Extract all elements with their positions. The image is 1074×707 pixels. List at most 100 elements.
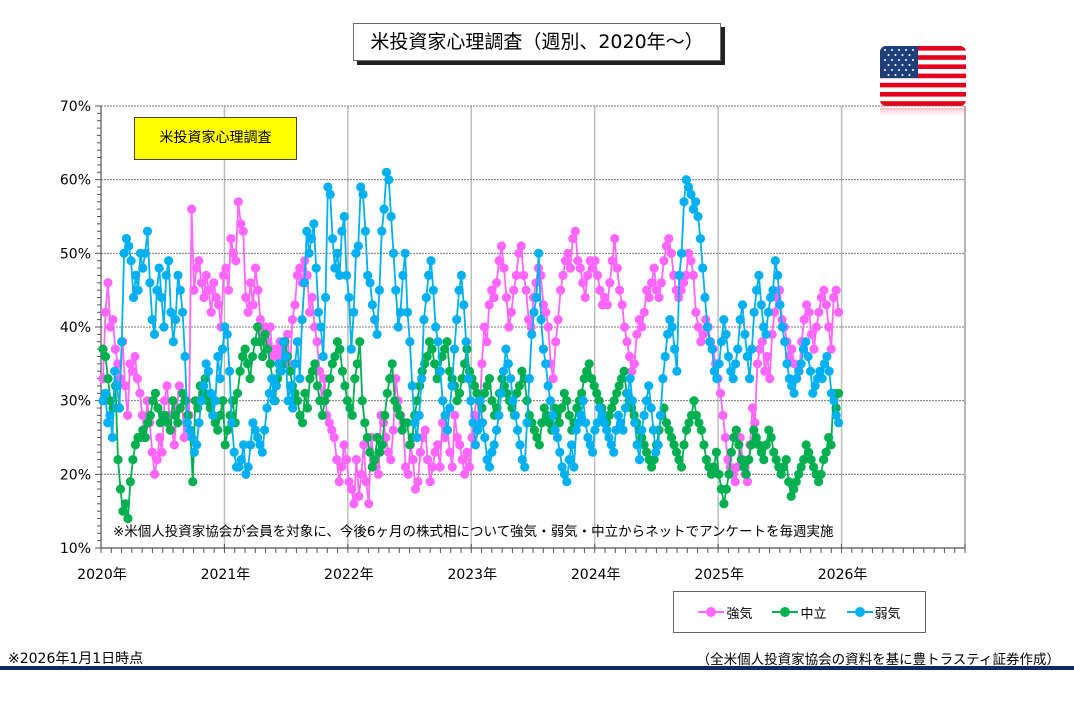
data-point-bullish <box>666 248 676 258</box>
data-point-bullish <box>637 322 647 332</box>
data-point-bearish <box>541 359 551 369</box>
data-point-neutral <box>539 403 549 413</box>
data-point-neutral <box>796 462 806 472</box>
data-point-bearish <box>140 248 150 258</box>
chart-legend: 強気 中立 弱気 <box>673 591 926 633</box>
data-point-bearish <box>124 241 134 251</box>
data-point-neutral <box>691 410 702 420</box>
data-point-bearish <box>775 300 785 310</box>
data-point-neutral <box>345 403 355 413</box>
data-point-bullish <box>465 462 475 472</box>
data-point-bearish <box>426 256 436 266</box>
data-point-bullish <box>479 322 489 332</box>
data-point-bullish <box>349 499 359 509</box>
data-point-bearish <box>171 315 181 325</box>
data-point-bullish <box>654 292 664 303</box>
data-point-neutral <box>430 359 440 369</box>
data-point-neutral <box>397 425 407 435</box>
data-point-bullish <box>802 300 812 310</box>
data-point-neutral <box>395 410 405 420</box>
data-point-bearish <box>681 175 691 185</box>
data-point-bullish <box>307 292 317 303</box>
data-point-bearish <box>768 285 778 295</box>
data-point-bearish <box>510 410 520 420</box>
data-point-bearish <box>796 359 806 369</box>
data-point-bearish <box>477 418 488 428</box>
data-point-bearish <box>335 270 345 280</box>
data-point-bullish <box>452 432 462 443</box>
data-point-bullish <box>423 455 433 465</box>
data-point-neutral <box>173 418 183 428</box>
data-point-neutral <box>332 337 342 347</box>
data-point-bearish <box>794 366 804 376</box>
data-point-neutral <box>337 366 347 376</box>
as-of-date: ※2026年1月1日時点 <box>8 651 144 667</box>
data-point-bullish <box>647 278 657 288</box>
data-point-bearish <box>459 300 469 310</box>
data-point-neutral <box>253 322 263 332</box>
data-point-bearish <box>761 329 771 339</box>
data-point-bullish <box>750 418 760 428</box>
data-point-bullish <box>287 315 297 325</box>
data-point-bullish <box>531 278 541 288</box>
data-point-bearish <box>463 374 473 384</box>
y-tick-label: 50% <box>60 246 91 262</box>
data-point-neutral <box>689 396 699 406</box>
data-point-bearish <box>559 469 570 479</box>
y-axis-labels: 10% 20% 30% 40% 50% 60% 70% <box>60 99 91 557</box>
data-point-bullish <box>610 234 620 244</box>
data-point-bearish <box>374 285 384 295</box>
data-point-bearish <box>552 432 563 443</box>
data-point-bullish <box>428 462 438 472</box>
data-point-bearish <box>119 248 129 258</box>
data-point-neutral <box>382 388 392 398</box>
data-point-neutral <box>452 396 462 406</box>
data-point-bullish <box>720 432 731 443</box>
data-point-bullish <box>553 315 563 325</box>
data-point-neutral <box>123 513 133 524</box>
data-point-bearish <box>655 410 666 420</box>
x-tick-label: 2025年 <box>694 567 744 583</box>
data-point-bullish <box>253 285 263 295</box>
data-point-bullish <box>103 278 113 288</box>
data-point-bearish <box>363 270 373 280</box>
data-point-bearish <box>194 418 204 428</box>
data-point-bullish <box>551 337 561 347</box>
data-point-neutral <box>390 396 400 406</box>
data-point-neutral <box>714 469 724 479</box>
data-point-bearish <box>604 432 614 443</box>
data-point-neutral <box>365 447 375 457</box>
data-point-bullish <box>516 241 526 251</box>
data-point-neutral <box>472 388 482 398</box>
data-point-bullish <box>624 351 635 362</box>
data-point-bearish <box>644 381 654 391</box>
data-point-bearish <box>660 351 670 362</box>
data-point-neutral <box>824 432 834 443</box>
data-point-bearish <box>344 292 354 303</box>
data-point-bullish <box>339 440 349 450</box>
data-point-bullish <box>147 447 157 457</box>
data-point-bearish <box>424 270 434 280</box>
data-point-neutral <box>671 447 682 457</box>
data-point-bullish <box>231 256 241 266</box>
data-point-bearish <box>395 307 406 317</box>
data-point-bullish <box>679 278 689 288</box>
data-point-neutral <box>330 351 340 362</box>
data-point-bearish <box>545 396 556 406</box>
data-point-bullish <box>420 425 430 435</box>
chart-inset-label: 米投資家心理調査 <box>134 117 297 160</box>
x-tick-label: 2023年 <box>447 567 497 583</box>
data-point-neutral <box>188 477 198 487</box>
data-point-bullish <box>430 447 440 457</box>
data-point-bullish <box>324 418 334 428</box>
data-point-bearish <box>384 175 394 185</box>
data-point-bullish <box>344 477 354 487</box>
data-point-bearish <box>210 396 220 406</box>
data-point-bearish <box>648 425 659 435</box>
data-point-bearish <box>114 403 124 413</box>
data-point-bearish <box>360 226 370 236</box>
data-point-neutral <box>729 432 739 443</box>
data-point-bearish <box>372 329 382 339</box>
data-point-bearish <box>548 410 558 420</box>
data-point-bearish <box>414 410 424 420</box>
